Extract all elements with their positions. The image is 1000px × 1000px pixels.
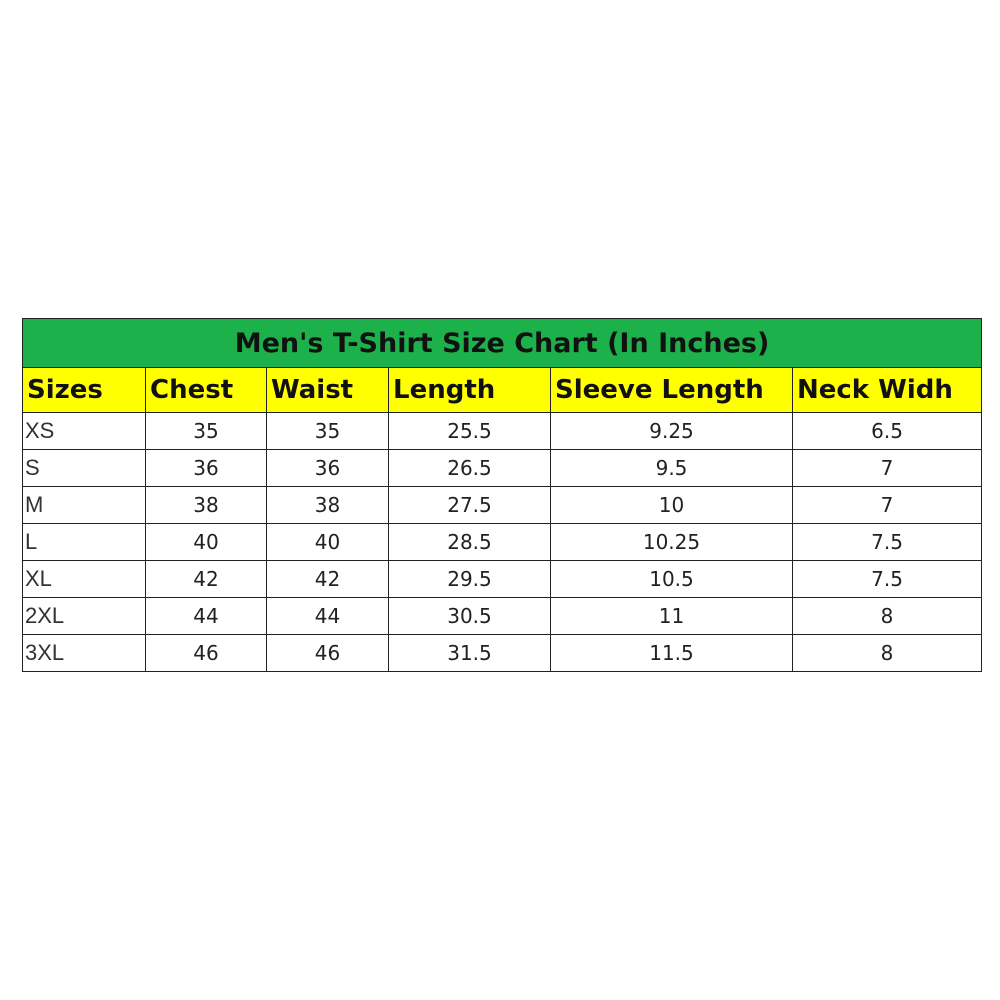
value-cell: 7 (791, 449, 983, 487)
size-cell: 2XL (22, 597, 146, 635)
value-cell: 42 (266, 560, 389, 598)
column-header: Waist (266, 367, 389, 413)
value-cell: 10.25 (550, 523, 793, 561)
value-cell: 42 (145, 560, 267, 598)
value-cell: 46 (145, 634, 267, 672)
value-cell: 7 (791, 486, 983, 524)
value-cell: 9.25 (550, 412, 793, 450)
value-cell: 38 (266, 486, 389, 524)
column-header: Sizes (22, 367, 146, 413)
value-cell: 26.5 (388, 449, 551, 487)
value-cell: 29.5 (388, 560, 551, 598)
value-cell: 25.5 (388, 412, 551, 450)
value-cell: 46 (266, 634, 389, 672)
value-cell: 6.5 (791, 412, 983, 450)
value-cell: 44 (266, 597, 389, 635)
size-cell: XS (22, 412, 146, 450)
size-cell: 3XL (22, 634, 146, 672)
value-cell: 44 (145, 597, 267, 635)
value-cell: 31.5 (388, 634, 551, 672)
value-cell: 9.5 (550, 449, 793, 487)
column-header: Chest (145, 367, 267, 413)
value-cell: 35 (145, 412, 267, 450)
table-row: S 36 36 26.5 9.5 7 (22, 449, 983, 487)
table-row: M 38 38 27.5 10 7 (22, 486, 983, 524)
value-cell: 10.5 (550, 560, 793, 598)
value-cell: 10 (550, 486, 793, 524)
value-cell: 11.5 (550, 634, 793, 672)
column-header: Neck Widh (791, 367, 983, 413)
size-cell: S (22, 449, 146, 487)
size-cell: XL (22, 560, 146, 598)
column-header: Length (388, 367, 551, 413)
table-row: 3XL 46 46 31.5 11.5 8 (22, 634, 983, 672)
value-cell: 8 (791, 597, 983, 635)
value-cell: 7.5 (791, 523, 983, 561)
value-cell: 8 (791, 634, 983, 672)
value-cell: 28.5 (388, 523, 551, 561)
column-header: Sleeve Length (550, 367, 793, 413)
value-cell: 36 (145, 449, 267, 487)
size-chart-table: Men's T-Shirt Size Chart (In Inches) Siz… (21, 318, 983, 672)
table-row: XS 35 35 25.5 9.25 6.5 (22, 412, 983, 450)
value-cell: 38 (145, 486, 267, 524)
value-cell: 30.5 (388, 597, 551, 635)
value-cell: 40 (266, 523, 389, 561)
table-row: L 40 40 28.5 10.25 7.5 (22, 523, 983, 561)
size-cell: M (22, 486, 146, 524)
header-row: Sizes Chest Waist Length Sleeve Length Neck W… (22, 367, 983, 413)
value-cell: 11 (550, 597, 793, 635)
value-cell: 27.5 (388, 486, 551, 524)
value-cell: 35 (266, 412, 389, 450)
value-cell: 7.5 (791, 560, 983, 598)
size-cell: L (22, 523, 146, 561)
table-row: XL 42 42 29.5 10.5 7.5 (22, 560, 983, 598)
value-cell: 36 (266, 449, 389, 487)
table-row: 2XL 44 44 30.5 11 8 (22, 597, 983, 635)
table-title: Men's T-Shirt Size Chart (In Inches) (21, 318, 983, 368)
value-cell: 40 (145, 523, 267, 561)
